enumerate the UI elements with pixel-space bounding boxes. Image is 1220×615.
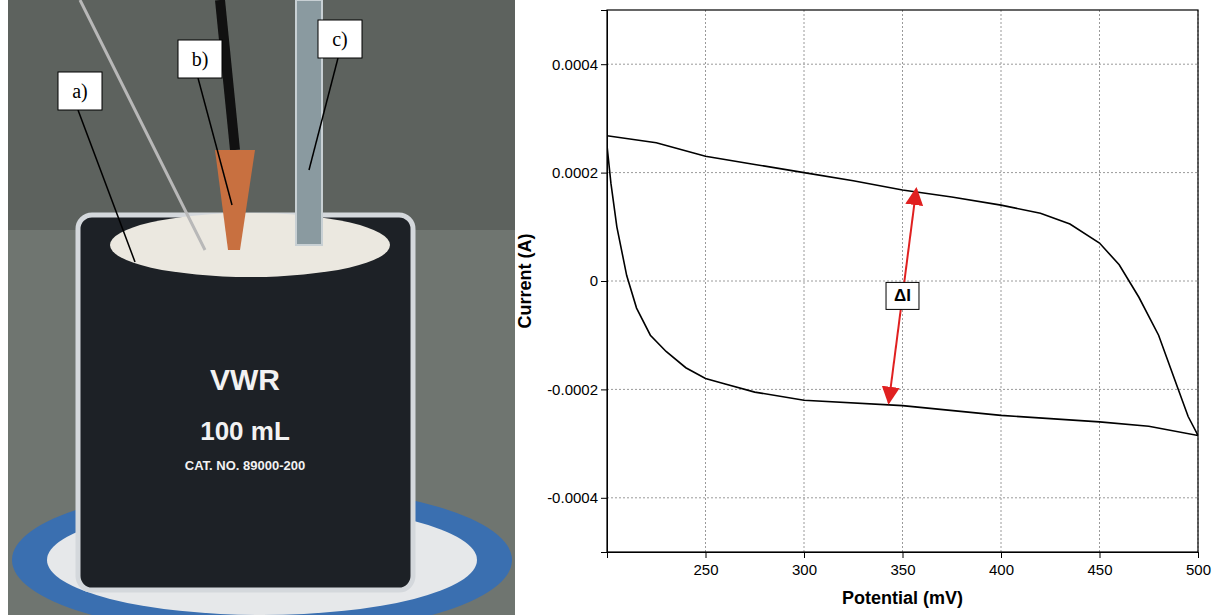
- x-tick: 400: [989, 552, 1014, 578]
- y-tick: 0.0002: [552, 164, 607, 181]
- grid-line-y: [607, 389, 1198, 390]
- wire-electrode: [80, 0, 205, 250]
- y-axis-title: Current (A): [515, 234, 535, 329]
- beaker-text: 100 mL: [200, 416, 290, 446]
- x-tick-label: 400: [989, 561, 1014, 578]
- y-tick: -0.0002: [547, 381, 607, 398]
- chart: 250 300 350 400 450 500 -0.0004 -0.0002 0 0.0002 0…: [515, 10, 1211, 608]
- y-tick-label: 0.0002: [552, 164, 598, 181]
- label-box: [318, 20, 362, 58]
- y-tick-label: 0: [590, 272, 598, 289]
- photo-label: c): [332, 28, 348, 51]
- grid-line-x: [705, 10, 706, 552]
- y-axis: -0.0004 -0.0002 0 0.0002 0.0004: [547, 11, 607, 553]
- annotation: ΔI: [886, 189, 919, 403]
- photo-label: b): [192, 48, 209, 71]
- x-tick-label: 350: [890, 561, 915, 578]
- lid: [110, 213, 390, 277]
- grid-line-y: [607, 281, 1198, 282]
- y-tick-mark: [601, 389, 607, 390]
- x-tick-mark: [1100, 552, 1101, 558]
- grid-line-y: [607, 64, 1198, 65]
- y-tick-label: -0.0002: [547, 381, 598, 398]
- y-tick-mark: [601, 281, 607, 282]
- photo-label: a): [72, 80, 88, 103]
- x-tick-mark: [903, 552, 904, 558]
- beaker-text: VWR: [210, 363, 280, 396]
- photo-panel: VWR 100 mL CAT. NO. 89000-200 a) b) c): [8, 0, 515, 615]
- y-axis-line: [601, 11, 608, 553]
- x-tick-mark: [1198, 552, 1199, 558]
- x-tick: 500: [1186, 552, 1211, 578]
- grid-line-y: [607, 172, 1198, 173]
- grid-line-x: [902, 10, 903, 552]
- y-tick-label: 0.0004: [552, 55, 598, 72]
- y-tick-mark: [601, 498, 607, 499]
- grid-line-y: [607, 497, 1198, 498]
- x-tick: 300: [792, 552, 817, 578]
- x-tick-mark: [1001, 552, 1002, 558]
- y-tick-mark: [601, 64, 607, 65]
- y-tick: -0.0004: [547, 489, 607, 506]
- annotation-label: ΔI: [894, 286, 911, 305]
- x-axis-title: Potential (mV): [842, 588, 963, 608]
- y-tick-mark: [601, 173, 607, 174]
- label-arrow: [78, 110, 135, 262]
- plot-frame: [607, 10, 1198, 552]
- canvas: VWR 100 mL CAT. NO. 89000-200 a) b) c) 250 300 3…: [0, 0, 1220, 615]
- grid: [607, 10, 1198, 552]
- x-tick: 350: [890, 552, 915, 578]
- plot-area: [607, 136, 1198, 436]
- y-tick: 0.0004: [552, 55, 607, 72]
- x-tick-label: 250: [693, 561, 718, 578]
- beaker-text: CAT. NO. 89000-200: [185, 458, 305, 473]
- cv-curve: [607, 136, 1198, 436]
- y-tick: 0: [590, 272, 607, 289]
- label-arrow: [309, 58, 338, 170]
- x-tick-label: 500: [1186, 561, 1211, 578]
- annotation-box: [886, 282, 919, 309]
- x-tick: 250: [693, 552, 718, 578]
- x-tick-label: 300: [792, 561, 817, 578]
- x-axis: 250 300 350 400 450 500: [608, 552, 1212, 578]
- label-arrow: [198, 78, 232, 205]
- x-tick: 450: [1087, 552, 1112, 578]
- y-tick-label: -0.0004: [547, 489, 598, 506]
- label-box: [178, 40, 222, 78]
- x-tick-label: 450: [1087, 561, 1112, 578]
- x-axis-line: [608, 553, 1199, 559]
- x-tick-mark: [706, 552, 707, 558]
- x-tick-mark: [804, 552, 805, 558]
- label-box: [58, 72, 102, 110]
